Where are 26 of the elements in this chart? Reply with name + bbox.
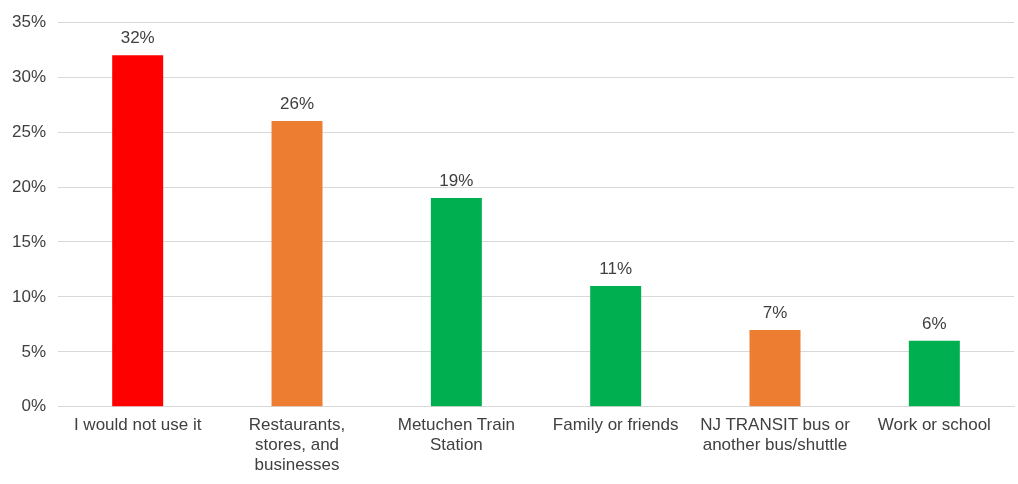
- x-tick-label: Metuchen Train Station: [397, 414, 515, 455]
- bar: [271, 121, 323, 407]
- data-label: 19%: [439, 171, 474, 191]
- data-label: 6%: [922, 314, 947, 334]
- y-tick-label: 15%: [11, 231, 47, 251]
- x-tick-label: NJ TRANSIT bus or another bus/shuttle: [700, 414, 851, 455]
- bar: [749, 329, 801, 407]
- bar: [908, 340, 960, 407]
- bar: [590, 285, 642, 407]
- x-tick-label: Family or friends: [552, 414, 679, 434]
- bar: [112, 55, 164, 407]
- y-tick-label: 25%: [11, 121, 47, 141]
- y-tick-label: 20%: [11, 176, 47, 196]
- x-tick-label: I would not use it: [73, 414, 202, 434]
- y-tick-label: 0%: [21, 396, 47, 416]
- data-label: 11%: [599, 259, 633, 279]
- y-tick-label: 35%: [11, 11, 47, 31]
- y-tick-label: 10%: [11, 286, 47, 306]
- data-label: 32%: [120, 28, 155, 48]
- bar: [430, 198, 482, 407]
- y-tick-label: 5%: [21, 341, 47, 361]
- data-label: 26%: [280, 94, 315, 114]
- x-tick-label: Restaurants, stores, and businesses: [248, 414, 346, 475]
- y-tick-label: 30%: [11, 66, 47, 86]
- data-label: 7%: [762, 303, 788, 323]
- x-tick-label: Work or school: [877, 414, 991, 434]
